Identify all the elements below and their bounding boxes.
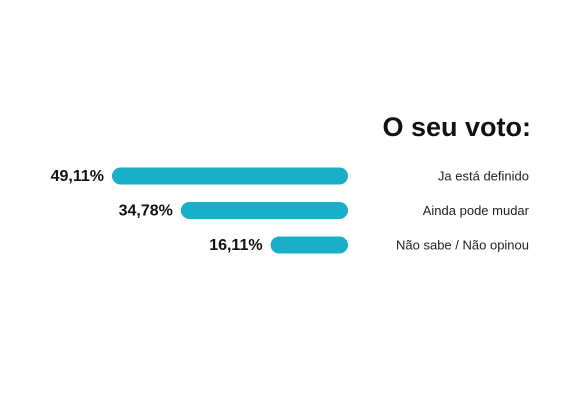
value-label: 49,11% [51, 168, 104, 185]
category-label: Não sabe / Não opinou [396, 237, 529, 252]
bar [180, 202, 348, 219]
bar [112, 167, 348, 185]
value-label: 16,11% [209, 237, 262, 254]
category-label: Ainda pode mudar [423, 203, 530, 218]
chart-title: O seu voto: [382, 112, 531, 142]
value-label: 34,78% [119, 203, 173, 220]
category-label: Ja está definido [438, 168, 529, 183]
bar [270, 236, 348, 254]
